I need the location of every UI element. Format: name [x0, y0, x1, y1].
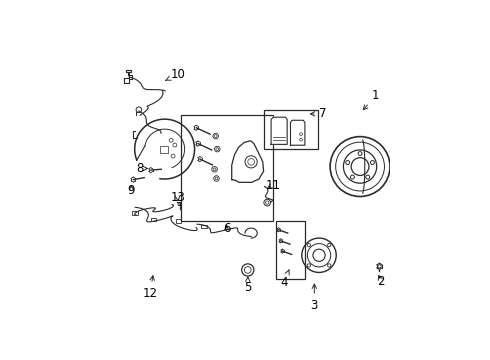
- Bar: [276, 221, 305, 279]
- Text: 11: 11: [265, 179, 280, 192]
- Polygon shape: [271, 117, 287, 144]
- Text: 6: 6: [223, 222, 230, 235]
- Polygon shape: [123, 69, 132, 82]
- Text: 4: 4: [280, 270, 289, 289]
- Bar: [201, 225, 207, 228]
- Text: 3: 3: [311, 284, 318, 312]
- Text: 5: 5: [244, 277, 251, 294]
- Text: 1: 1: [363, 89, 380, 110]
- Bar: [151, 217, 156, 221]
- Bar: [132, 211, 138, 215]
- Bar: [160, 146, 168, 153]
- Polygon shape: [291, 120, 305, 145]
- Text: 2: 2: [377, 275, 385, 288]
- Bar: [265, 110, 318, 149]
- Text: 9: 9: [127, 184, 135, 197]
- Text: 10: 10: [166, 68, 186, 81]
- Bar: [181, 115, 273, 221]
- Bar: [176, 220, 181, 223]
- Text: 8: 8: [136, 162, 147, 175]
- Text: 12: 12: [143, 276, 157, 300]
- Polygon shape: [232, 141, 264, 183]
- Text: 13: 13: [170, 190, 185, 203]
- Text: 7: 7: [311, 107, 327, 120]
